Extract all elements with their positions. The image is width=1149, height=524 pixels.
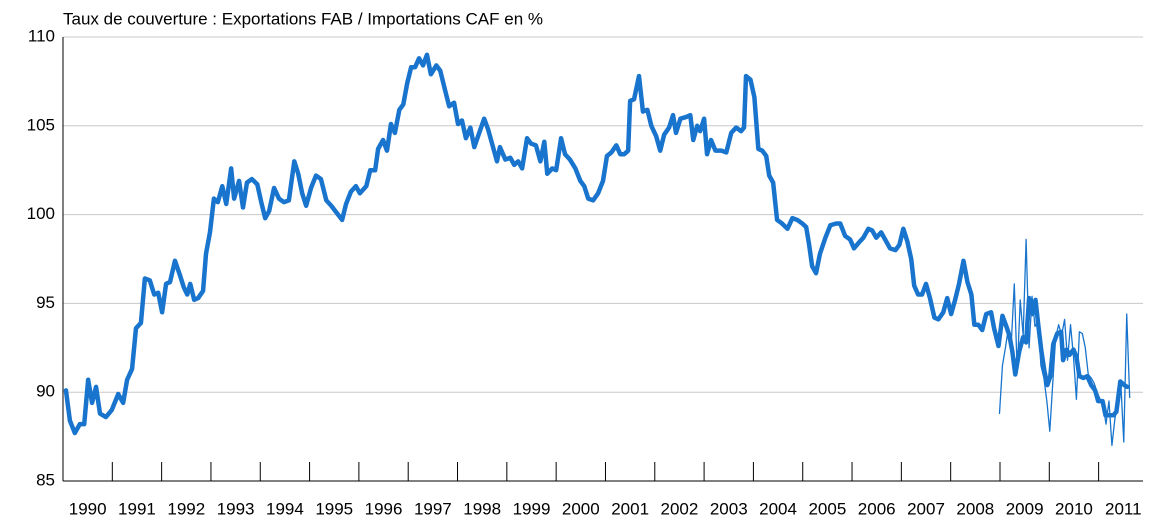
- x-tick-label: 2008: [956, 499, 994, 518]
- y-tick-label: 95: [36, 293, 55, 312]
- x-tick-label: 2011: [1105, 499, 1142, 518]
- x-tick-label: 1994: [266, 499, 304, 518]
- x-tick-label: 2010: [1055, 499, 1093, 518]
- x-tick-label: 2006: [858, 499, 896, 518]
- x-tick-label: 2004: [759, 499, 797, 518]
- x-tick-label: 2009: [1006, 499, 1044, 518]
- data-line: [63, 52, 1130, 436]
- x-tick-label: 1991: [118, 499, 156, 518]
- data-line: [998, 238, 1131, 447]
- x-tick-label: 1990: [69, 499, 107, 518]
- x-tick-label: 1993: [217, 499, 255, 518]
- x-tick-label: 2003: [710, 499, 748, 518]
- x-tick-label: 1999: [513, 499, 551, 518]
- x-tick-label: 1996: [365, 499, 403, 518]
- y-tick-label: 85: [36, 470, 55, 489]
- y-tick-label: 100: [27, 204, 55, 223]
- x-tick-label: 1998: [463, 499, 501, 518]
- x-tick-label: 2000: [562, 499, 600, 518]
- chart-title: Taux de couverture : Exportations FAB / …: [63, 9, 543, 28]
- y-tick-label: 90: [36, 382, 55, 401]
- y-tick-label: 110: [28, 26, 55, 45]
- x-tick-label: 2007: [907, 499, 945, 518]
- x-tick-label: 2001: [611, 499, 649, 518]
- x-tick-label: 2002: [661, 499, 699, 518]
- x-tick-label: 1997: [414, 499, 452, 518]
- x-tick-label: 1992: [167, 499, 205, 518]
- x-tick-label: 1995: [315, 499, 353, 518]
- y-tick-label: 105: [27, 115, 55, 134]
- x-tick-label: 2005: [808, 499, 846, 518]
